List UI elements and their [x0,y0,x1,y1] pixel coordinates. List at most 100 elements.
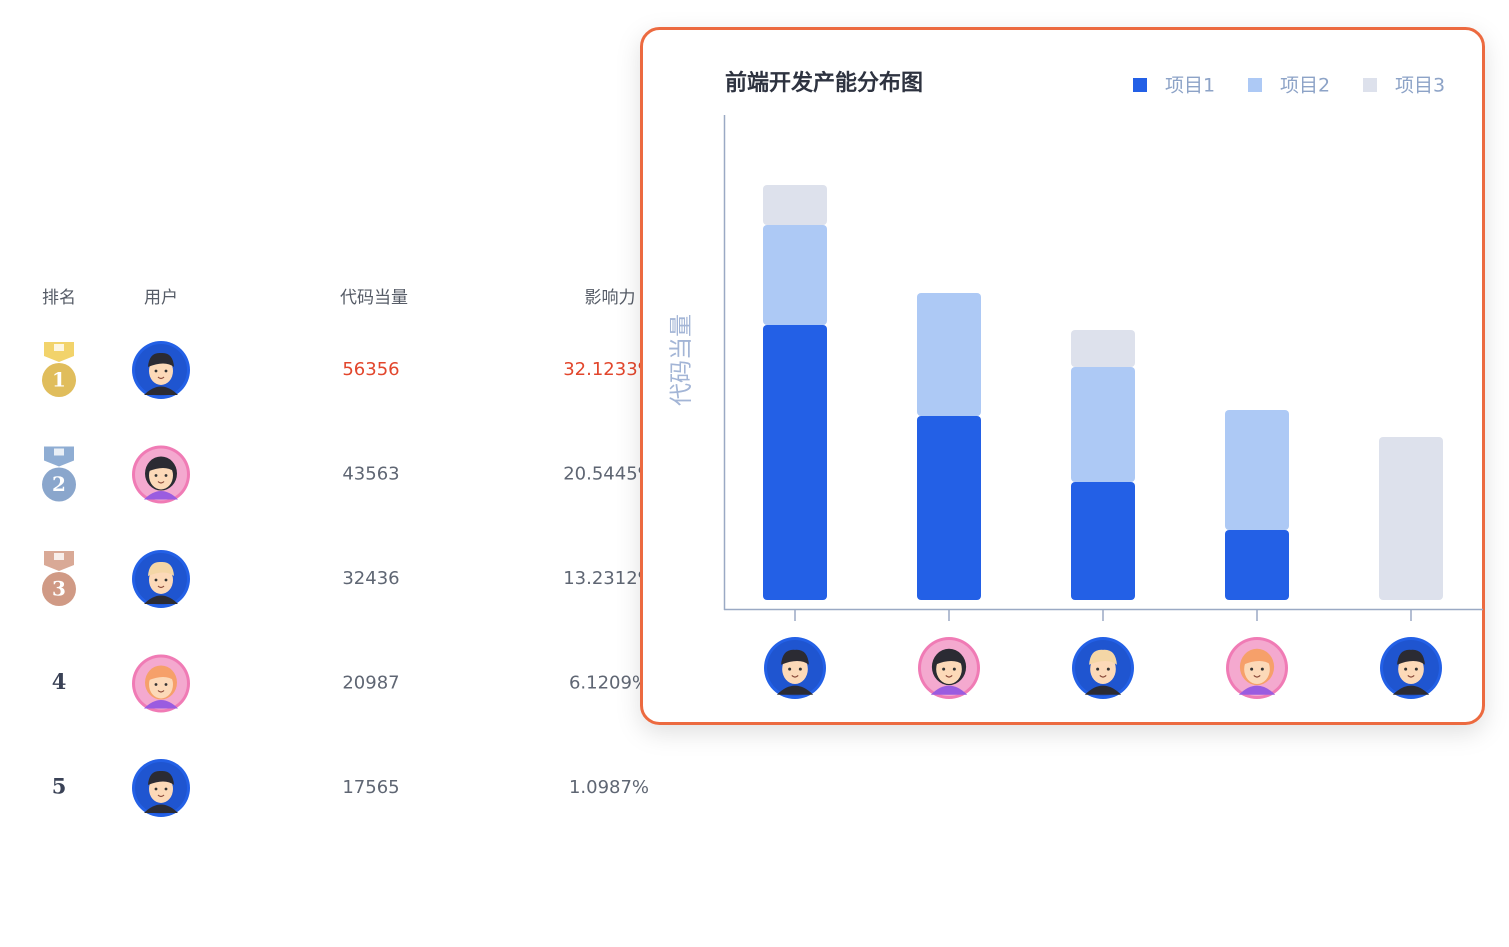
column-header: 用户 [144,288,178,308]
avatar [132,654,190,713]
avatar [918,637,980,699]
plot: 项目1 项目2 项目3 [763,75,1445,699]
avatar-mouth [1407,675,1415,678]
bar-segment [917,416,981,600]
avatar-shirt [144,386,178,395]
avatar-hair [935,649,963,665]
avatar [1072,637,1134,699]
avatar-eye [1106,667,1110,671]
legend-label: 项目3 [1395,75,1445,97]
bar-segment [1225,410,1289,530]
avatar-eye [1404,667,1408,671]
avatar-shirt [144,491,178,500]
avatar-eye [154,369,158,373]
bar-segment [917,293,981,416]
influence-value: 13.2312% [563,568,655,589]
rank: 2 [52,472,66,496]
avatar-mouth [157,376,165,380]
bar-segment [763,185,827,225]
bar-segment [763,325,827,600]
influence-value: 6.1209% [569,673,649,694]
avatar [1380,637,1442,699]
rank: 5 [52,774,67,799]
avatar-eye [154,474,158,477]
medal-coin [42,467,76,502]
legend-swatch [1363,78,1377,92]
avatar-eye [164,474,168,477]
avatar-eye [154,683,158,686]
avatar-eye [952,667,956,671]
avatar-hair [148,666,174,681]
avatar-eye [788,667,792,671]
avatar-eye [164,369,168,373]
column-header: 代码当量 [340,288,408,308]
legend-swatch [1133,78,1147,92]
avatar [1226,637,1288,699]
medal-ribbon-inner [54,344,64,351]
avatar-hair [148,561,174,576]
avatar-mouth [1099,675,1107,678]
avatar-eye [1250,667,1254,671]
avatar-mouth [791,675,799,678]
column-header: 影响力 [585,288,636,308]
avatar-shirt [1238,685,1276,695]
avatar-eye [1096,667,1100,671]
code-value: 20987 [342,673,399,694]
avatar-shirt [1084,685,1122,695]
avatar [132,759,190,817]
medal-ribbon-inner [54,448,64,456]
medal-ribbon [44,342,74,362]
avatar-hair [148,457,174,472]
avatar-mouth [157,585,165,589]
avatar [764,637,826,699]
avatar-hair [148,352,174,367]
medal-coin [42,572,76,606]
avatar [132,445,190,504]
ranking-table: 排名 用户 代码当量 影响力 1 56356 32.1233% 2 43563 20.5445% 3… [42,288,655,817]
legend-label: 项目1 [1165,75,1215,97]
bar-segment [1379,437,1443,600]
avatar [132,550,190,608]
avatar-mouth [157,794,165,798]
avatar-hair [781,649,809,665]
avatar-eye [1414,667,1418,671]
avatar-hair [1243,649,1271,665]
avatar-shirt [930,685,968,695]
avatar-hair [148,770,174,785]
bar-segment [1071,482,1135,600]
avatar-eye [164,787,168,791]
medal-ribbon [44,551,74,571]
avatar-hair [1397,649,1425,665]
avatar-hair [1089,649,1117,665]
avatar-shirt [144,595,178,604]
avatar-eye [164,578,168,582]
avatar-eye [798,667,802,671]
bar-segment [1225,530,1289,600]
legend-swatch [1248,78,1262,92]
avatar-shirt [144,700,178,709]
avatar-mouth [1253,675,1261,678]
influence-value: 1.0987% [569,777,649,798]
code-value: 32436 [342,568,399,589]
chart-title: 前端开发产能分布图 [725,70,923,96]
code-value: 56356 [342,359,399,380]
rank: 4 [52,669,67,694]
avatar-shirt [776,685,814,695]
bar-segment [763,225,827,325]
avatar-eye [942,667,946,671]
influence-value: 32.1233% [563,359,655,380]
avatar-eye [164,683,168,686]
medal-coin [42,363,76,397]
avatar-eye [1260,667,1264,671]
avatar-shirt [144,804,178,813]
avatar-shirt [1392,685,1430,695]
avatar-mouth [157,481,165,484]
rank: 3 [52,577,66,601]
bar-segment [1071,367,1135,482]
avatar [132,341,190,399]
bar-segment [1071,330,1135,367]
code-value: 43563 [342,464,399,485]
medal-ribbon [44,446,74,467]
medal-ribbon-inner [54,553,64,560]
